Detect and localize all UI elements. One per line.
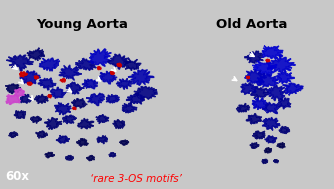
Polygon shape — [78, 118, 94, 129]
Polygon shape — [34, 76, 38, 79]
Polygon shape — [71, 98, 87, 108]
Polygon shape — [240, 83, 258, 94]
Polygon shape — [266, 59, 270, 62]
Polygon shape — [245, 51, 263, 63]
Polygon shape — [256, 74, 279, 88]
Polygon shape — [252, 131, 265, 139]
Polygon shape — [279, 126, 290, 134]
Polygon shape — [39, 58, 60, 71]
Polygon shape — [38, 78, 56, 90]
Polygon shape — [109, 153, 116, 157]
Polygon shape — [252, 60, 277, 77]
Polygon shape — [262, 159, 268, 163]
Polygon shape — [45, 152, 54, 158]
Polygon shape — [283, 83, 303, 95]
Polygon shape — [97, 66, 101, 70]
Polygon shape — [250, 143, 259, 148]
Polygon shape — [48, 94, 51, 98]
Polygon shape — [99, 71, 117, 84]
Polygon shape — [117, 78, 133, 89]
Polygon shape — [27, 48, 45, 61]
Polygon shape — [113, 120, 125, 129]
Polygon shape — [252, 98, 268, 110]
Polygon shape — [72, 107, 76, 109]
Polygon shape — [76, 139, 88, 146]
Polygon shape — [274, 160, 279, 163]
Polygon shape — [56, 135, 70, 143]
Polygon shape — [266, 84, 286, 101]
Polygon shape — [5, 84, 21, 94]
Polygon shape — [97, 136, 108, 143]
Polygon shape — [117, 63, 122, 67]
Polygon shape — [14, 111, 26, 118]
Polygon shape — [246, 76, 250, 79]
Polygon shape — [20, 71, 41, 84]
Polygon shape — [262, 102, 280, 114]
Polygon shape — [59, 65, 82, 80]
Text: ‘rare 3-OS motifs’: ‘rare 3-OS motifs’ — [90, 174, 182, 184]
Polygon shape — [75, 58, 96, 70]
Polygon shape — [27, 82, 32, 85]
Polygon shape — [276, 71, 294, 84]
Polygon shape — [134, 86, 158, 100]
Polygon shape — [110, 71, 114, 74]
Polygon shape — [262, 117, 280, 130]
Polygon shape — [125, 59, 141, 71]
Polygon shape — [65, 155, 73, 160]
Polygon shape — [86, 93, 105, 105]
Polygon shape — [87, 155, 95, 161]
Polygon shape — [262, 46, 283, 59]
Text: Young Aorta: Young Aorta — [36, 18, 129, 31]
Polygon shape — [96, 114, 109, 124]
Polygon shape — [9, 132, 18, 138]
Polygon shape — [20, 94, 32, 103]
Polygon shape — [89, 49, 111, 67]
Polygon shape — [265, 136, 277, 143]
Text: Old Aorta: Old Aorta — [216, 18, 288, 31]
Polygon shape — [15, 88, 24, 96]
Polygon shape — [6, 94, 20, 104]
Polygon shape — [6, 55, 33, 71]
Polygon shape — [244, 70, 267, 85]
Polygon shape — [236, 104, 250, 112]
Polygon shape — [126, 93, 145, 104]
Polygon shape — [122, 103, 137, 113]
Polygon shape — [34, 94, 48, 104]
Polygon shape — [108, 54, 131, 69]
Polygon shape — [60, 79, 65, 82]
Polygon shape — [250, 87, 269, 99]
Polygon shape — [20, 71, 28, 77]
Polygon shape — [44, 117, 62, 129]
Polygon shape — [278, 98, 291, 109]
Text: 60x: 60x — [5, 170, 29, 183]
Polygon shape — [246, 113, 262, 124]
Polygon shape — [128, 70, 154, 85]
Polygon shape — [120, 140, 129, 145]
Polygon shape — [106, 94, 119, 103]
Polygon shape — [267, 55, 296, 73]
Polygon shape — [264, 148, 272, 153]
Polygon shape — [50, 87, 66, 98]
Polygon shape — [62, 115, 76, 124]
Polygon shape — [66, 82, 84, 94]
Polygon shape — [277, 143, 285, 148]
Polygon shape — [82, 79, 98, 89]
Polygon shape — [30, 116, 42, 123]
Polygon shape — [36, 131, 47, 138]
Polygon shape — [54, 103, 71, 115]
